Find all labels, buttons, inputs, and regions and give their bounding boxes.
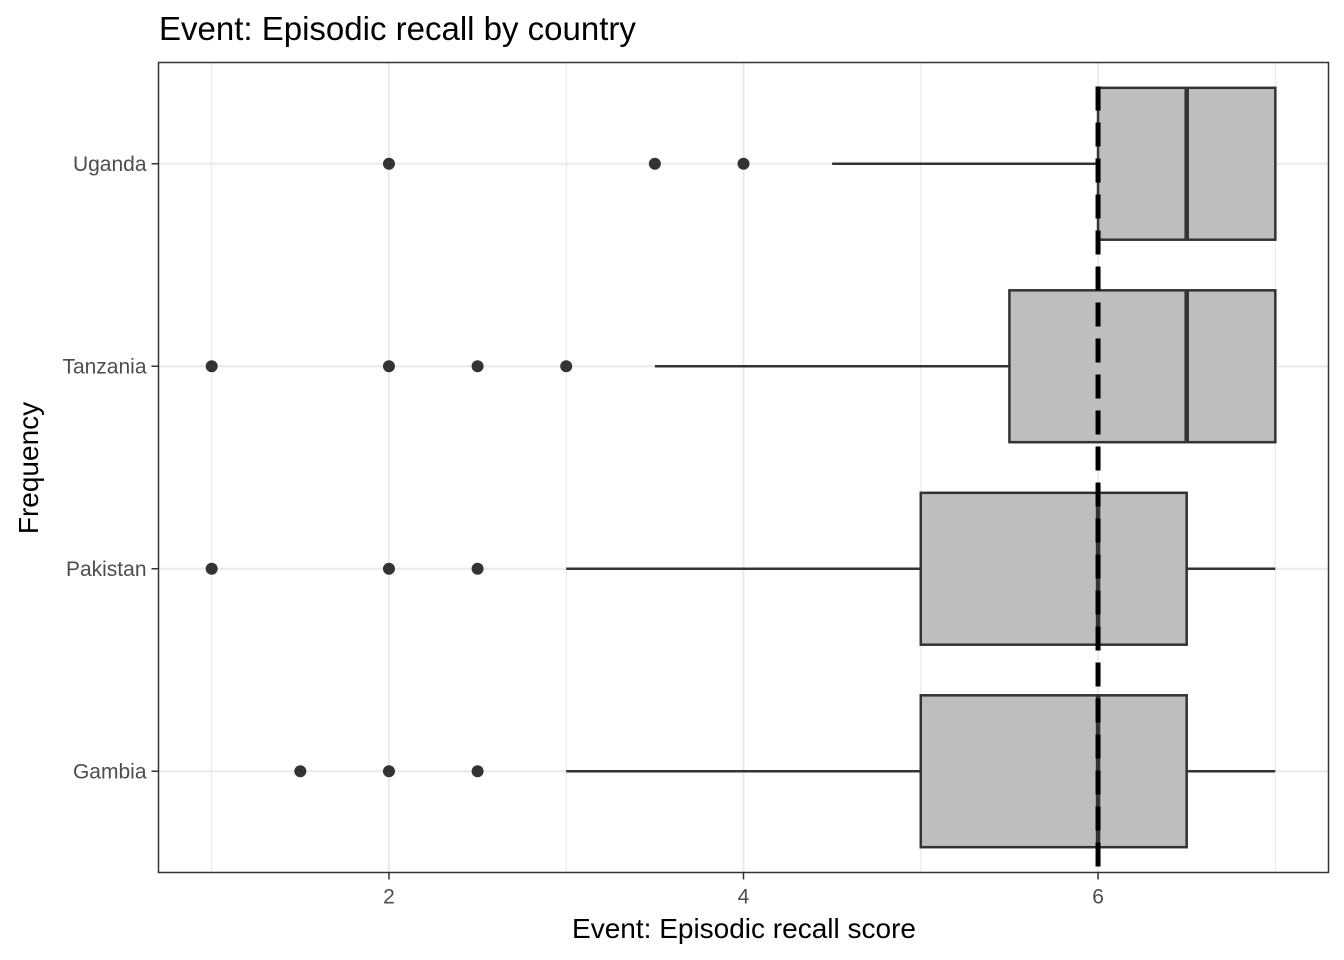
box-iqr [1008, 289, 1277, 444]
y-tick-label: Tanzania [62, 355, 146, 378]
x-axis-title: Event: Episodic recall score [572, 913, 916, 944]
outlier-point [382, 157, 395, 170]
outlier-point [471, 765, 484, 778]
chart-title: Event: Episodic recall by country [159, 10, 636, 47]
outlier-point [382, 562, 395, 575]
outlier-point [294, 765, 307, 778]
outlier-point [205, 562, 218, 575]
y-tick-label: Uganda [73, 153, 147, 176]
x-tick-label: 6 [1092, 886, 1104, 909]
outlier-point [471, 562, 484, 575]
outlier-point [560, 360, 573, 373]
box-iqr [919, 491, 1188, 646]
box-group-tanzania [205, 289, 1277, 444]
outlier-point [205, 360, 218, 373]
x-tick-label: 2 [383, 886, 395, 909]
boxes-layer [205, 86, 1277, 849]
box-group-uganda [382, 86, 1277, 241]
y-axis-title: Frequency [13, 402, 44, 534]
box-iqr [919, 694, 1188, 849]
y-tick-label: Pakistan [66, 558, 147, 581]
outlier-point [382, 360, 395, 373]
axis-ticks: 2 4 6 Gambia Pakistan Tanzania Uganda [62, 153, 1103, 909]
x-tick-label: 4 [738, 886, 750, 909]
outlier-point [382, 765, 395, 778]
box-group-pakistan [205, 491, 1276, 646]
outlier-point [737, 157, 750, 170]
y-tick-label: Gambia [73, 760, 147, 783]
outlier-point [648, 157, 661, 170]
outlier-point [471, 360, 484, 373]
